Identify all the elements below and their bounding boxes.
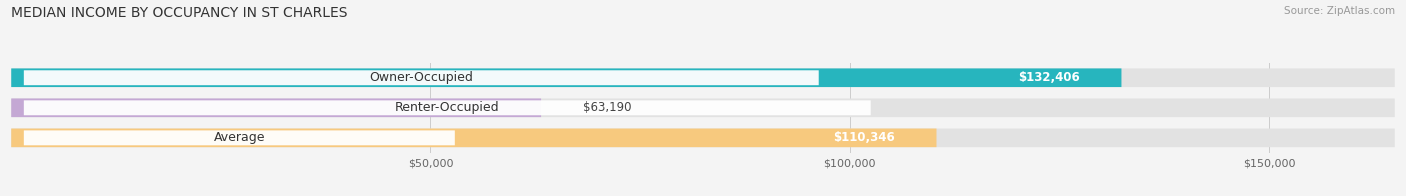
FancyBboxPatch shape (24, 70, 818, 85)
Text: $110,346: $110,346 (832, 131, 894, 144)
FancyBboxPatch shape (11, 98, 1395, 117)
FancyBboxPatch shape (11, 129, 1395, 147)
Text: Source: ZipAtlas.com: Source: ZipAtlas.com (1284, 6, 1395, 16)
FancyBboxPatch shape (11, 129, 936, 147)
FancyBboxPatch shape (11, 68, 1122, 87)
FancyBboxPatch shape (11, 98, 541, 117)
Text: MEDIAN INCOME BY OCCUPANCY IN ST CHARLES: MEDIAN INCOME BY OCCUPANCY IN ST CHARLES (11, 6, 347, 20)
FancyBboxPatch shape (11, 68, 1395, 87)
FancyBboxPatch shape (24, 100, 870, 115)
Text: Average: Average (214, 131, 266, 144)
Text: Renter-Occupied: Renter-Occupied (395, 101, 499, 114)
FancyBboxPatch shape (24, 130, 454, 145)
Text: $63,190: $63,190 (583, 101, 631, 114)
Text: $132,406: $132,406 (1018, 71, 1080, 84)
Text: Owner-Occupied: Owner-Occupied (370, 71, 474, 84)
